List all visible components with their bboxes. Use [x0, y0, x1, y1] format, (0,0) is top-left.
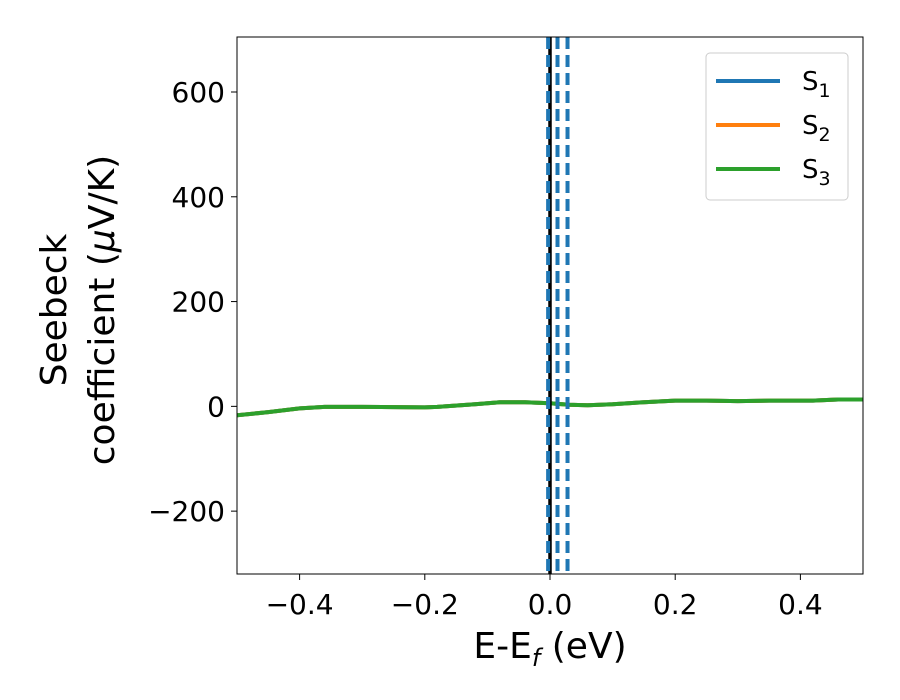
- legend-label-2: S2: [802, 111, 831, 146]
- x-tick-label: 0.0: [528, 588, 573, 621]
- x-tick-label: 0.4: [778, 588, 823, 621]
- x-tick-label: 0.2: [653, 588, 698, 621]
- x-axis-ticks: −0.4 −0.2 0.0 0.2 0.4: [266, 574, 823, 621]
- x-axis-label: E-Ef (eV): [473, 626, 626, 672]
- y-tick-label: 200: [172, 286, 225, 319]
- y-axis-ticks: −200 0 200 400 600: [148, 76, 237, 528]
- y-tick-label: −200: [148, 495, 225, 528]
- x-tick-label: −0.2: [391, 588, 459, 621]
- y-tick-label: 600: [172, 76, 225, 109]
- y-axis-label-unit: V/K): [82, 155, 123, 229]
- y-tick-label: 400: [172, 181, 225, 214]
- legend-label-1: S1: [802, 67, 831, 102]
- reference-lines: [546, 37, 570, 574]
- y-axis-label: Seebeck coefficient (μV/K): [34, 155, 123, 465]
- y-axis-label-line2: coefficient (: [82, 252, 123, 465]
- legend-label-3: S3: [802, 155, 831, 190]
- x-axis-label-unit: (eV): [540, 626, 626, 667]
- svg-text:coefficient (μV/K): coefficient (μV/K): [82, 155, 123, 465]
- legend: S1 S2 S3: [705, 52, 849, 201]
- y-axis-label-line1: Seebeck: [34, 233, 75, 386]
- x-tick-label: −0.4: [266, 588, 334, 621]
- y-axis-label-mu: μ: [82, 229, 123, 253]
- y-tick-label: 0: [207, 390, 225, 423]
